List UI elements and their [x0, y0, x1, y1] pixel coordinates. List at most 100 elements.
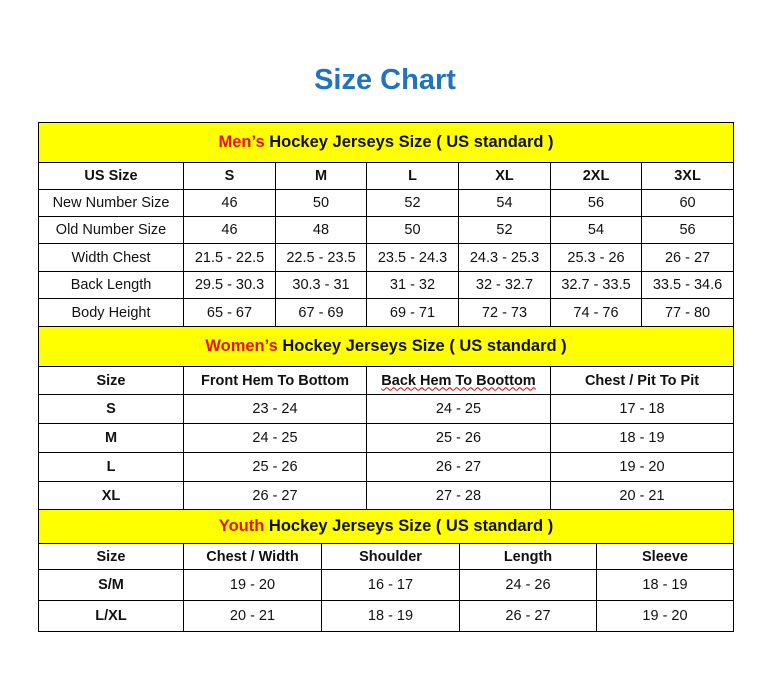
column-header: Front Hem To Bottom: [183, 366, 367, 395]
column-header-text: Sleeve: [642, 548, 688, 565]
table-cell: 20 - 21: [183, 600, 322, 632]
column-header: L: [366, 162, 459, 190]
table-cell: 24 - 25: [366, 394, 551, 424]
mens-title-text: Hockey Jerseys Size ( US standard ): [264, 133, 554, 151]
column-header: Length: [459, 543, 597, 570]
table-cell: 19 - 20: [549, 452, 735, 482]
column-header-text: M: [314, 168, 328, 184]
table-cell: 24 - 25: [183, 423, 367, 453]
row-label: L/XL: [38, 600, 184, 632]
column-header: XL: [458, 162, 551, 190]
table-cell: 50: [275, 189, 367, 217]
column-header-text: Shoulder: [359, 548, 422, 565]
table-cell: 20 - 21: [549, 481, 735, 510]
table-cell: 46: [183, 189, 276, 217]
column-header-text: S: [224, 168, 235, 184]
table-row: New Number Size 46 50 52 54 56 60: [38, 189, 735, 217]
row-label: M: [38, 423, 184, 453]
table-cell: 67 - 69: [275, 298, 367, 327]
table-cell: 52: [366, 189, 459, 217]
table-row: S/M 19 - 20 16 - 17 24 - 26 18 - 19: [38, 569, 735, 601]
column-header-text: Chest / Width: [206, 548, 299, 565]
table-cell: 27 - 28: [366, 481, 551, 510]
table-cell: 74 - 76: [550, 298, 642, 327]
table-cell: 32.7 - 33.5: [550, 271, 642, 299]
youth-size-table: Youth Hockey Jerseys Size ( US standard …: [37, 509, 735, 632]
column-header-text: 3XL: [674, 168, 701, 184]
table-cell: 56: [640, 216, 735, 244]
column-header-text: 2XL: [582, 168, 610, 184]
column-header: Sleeve: [595, 543, 735, 570]
table-row: XL 26 - 27 27 - 28 20 - 21: [38, 481, 735, 510]
mens-title-accent: Men’s: [218, 133, 265, 151]
table-cell: 72 - 73: [458, 298, 551, 327]
table-cell: 24 - 26: [459, 569, 597, 601]
table-cell: 26 - 27: [640, 243, 735, 272]
table-cell: 26 - 27: [366, 452, 551, 482]
womens-title-text: Hockey Jerseys Size ( US standard ): [277, 337, 567, 355]
page-title: Size Chart: [314, 64, 456, 96]
table-row: Width Chest 21.5 - 22.5 22.5 - 23.5 23.5 - …: [38, 243, 735, 272]
table-cell: 18 - 19: [549, 423, 735, 453]
youth-section-title: Youth Hockey Jerseys Size ( US standard …: [37, 509, 735, 544]
column-header: Shoulder: [321, 543, 460, 570]
row-label: S: [38, 394, 184, 424]
youth-header-row: Size Chest / Width Shoulder Length Sleeve: [38, 543, 735, 570]
womens-size-table: Women’s Hockey Jerseys Size ( US standar…: [37, 326, 735, 510]
table-cell: 77 - 80: [640, 298, 735, 327]
table-cell: 32 - 32.7: [458, 271, 551, 299]
mens-size-table: Men’s Hockey Jerseys Size ( US standard …: [37, 122, 735, 327]
table-cell: 56: [550, 189, 642, 217]
table-cell: 54: [550, 216, 642, 244]
table-cell: 19 - 20: [595, 600, 735, 632]
column-header: US Size: [38, 162, 184, 190]
table-cell: 31 - 32: [366, 271, 459, 299]
column-header: Back Hem To Boottom: [366, 366, 551, 395]
table-cell: 69 - 71: [366, 298, 459, 327]
column-header-text: Back Hem To Boottom: [381, 372, 536, 389]
table-cell: 65 - 67: [183, 298, 276, 327]
table-cell: 46: [183, 216, 276, 244]
table-row: Body Height 65 - 67 67 - 69 69 - 71 72 - 73 7…: [38, 298, 735, 327]
column-header-text: Size: [96, 548, 126, 565]
womens-title-row: Women’s Hockey Jerseys Size ( US standar…: [37, 326, 735, 367]
column-header: Size: [38, 366, 184, 395]
table-row: Old Number Size 46 48 50 52 54 56: [38, 216, 735, 244]
table-cell: 25.3 - 26: [550, 243, 642, 272]
womens-title-accent: Women’s: [205, 337, 278, 355]
row-label: L: [38, 452, 184, 482]
table-cell: 17 - 18: [549, 394, 735, 424]
column-header: 2XL: [550, 162, 642, 190]
table-row: Back Length 29.5 - 30.3 30.3 - 31 31 - 32 32…: [38, 271, 735, 299]
table-cell: 26 - 27: [183, 481, 367, 510]
table-cell: 23 - 24: [183, 394, 367, 424]
row-label: Body Height: [38, 298, 184, 327]
table-cell: 33.5 - 34.6: [640, 271, 735, 299]
youth-title-row: Youth Hockey Jerseys Size ( US standard …: [37, 509, 735, 544]
table-cell: 21.5 - 22.5: [183, 243, 276, 272]
row-label: XL: [38, 481, 184, 510]
table-cell: 26 - 27: [459, 600, 597, 632]
mens-header-row: US Size S M L XL 2XL 3XL: [38, 162, 735, 190]
youth-title-text: Hockey Jerseys Size ( US standard ): [264, 517, 554, 535]
row-label: Width Chest: [38, 243, 184, 272]
column-header-text: Chest / Pit To Pit: [584, 372, 700, 389]
table-cell: 16 - 17: [321, 569, 460, 601]
table-cell: 48: [275, 216, 367, 244]
column-header: 3XL: [640, 162, 735, 190]
table-row: M 24 - 25 25 - 26 18 - 19: [38, 423, 735, 453]
table-row: L/XL 20 - 21 18 - 19 26 - 27 19 - 20: [38, 600, 735, 632]
table-cell: 29.5 - 30.3: [183, 271, 276, 299]
table-row: L 25 - 26 26 - 27 19 - 20: [38, 452, 735, 482]
table-cell: 25 - 26: [183, 452, 367, 482]
row-label: New Number Size: [38, 189, 184, 217]
column-header-text: Front Hem To Bottom: [201, 372, 349, 389]
row-label: S/M: [38, 569, 184, 601]
table-cell: 18 - 19: [595, 569, 735, 601]
table-cell: 52: [458, 216, 551, 244]
womens-section-title: Women’s Hockey Jerseys Size ( US standar…: [37, 326, 735, 367]
table-cell: 19 - 20: [183, 569, 322, 601]
youth-title-accent: Youth: [218, 517, 265, 535]
table-cell: 60: [640, 189, 735, 217]
column-header-text: Size: [96, 372, 126, 389]
